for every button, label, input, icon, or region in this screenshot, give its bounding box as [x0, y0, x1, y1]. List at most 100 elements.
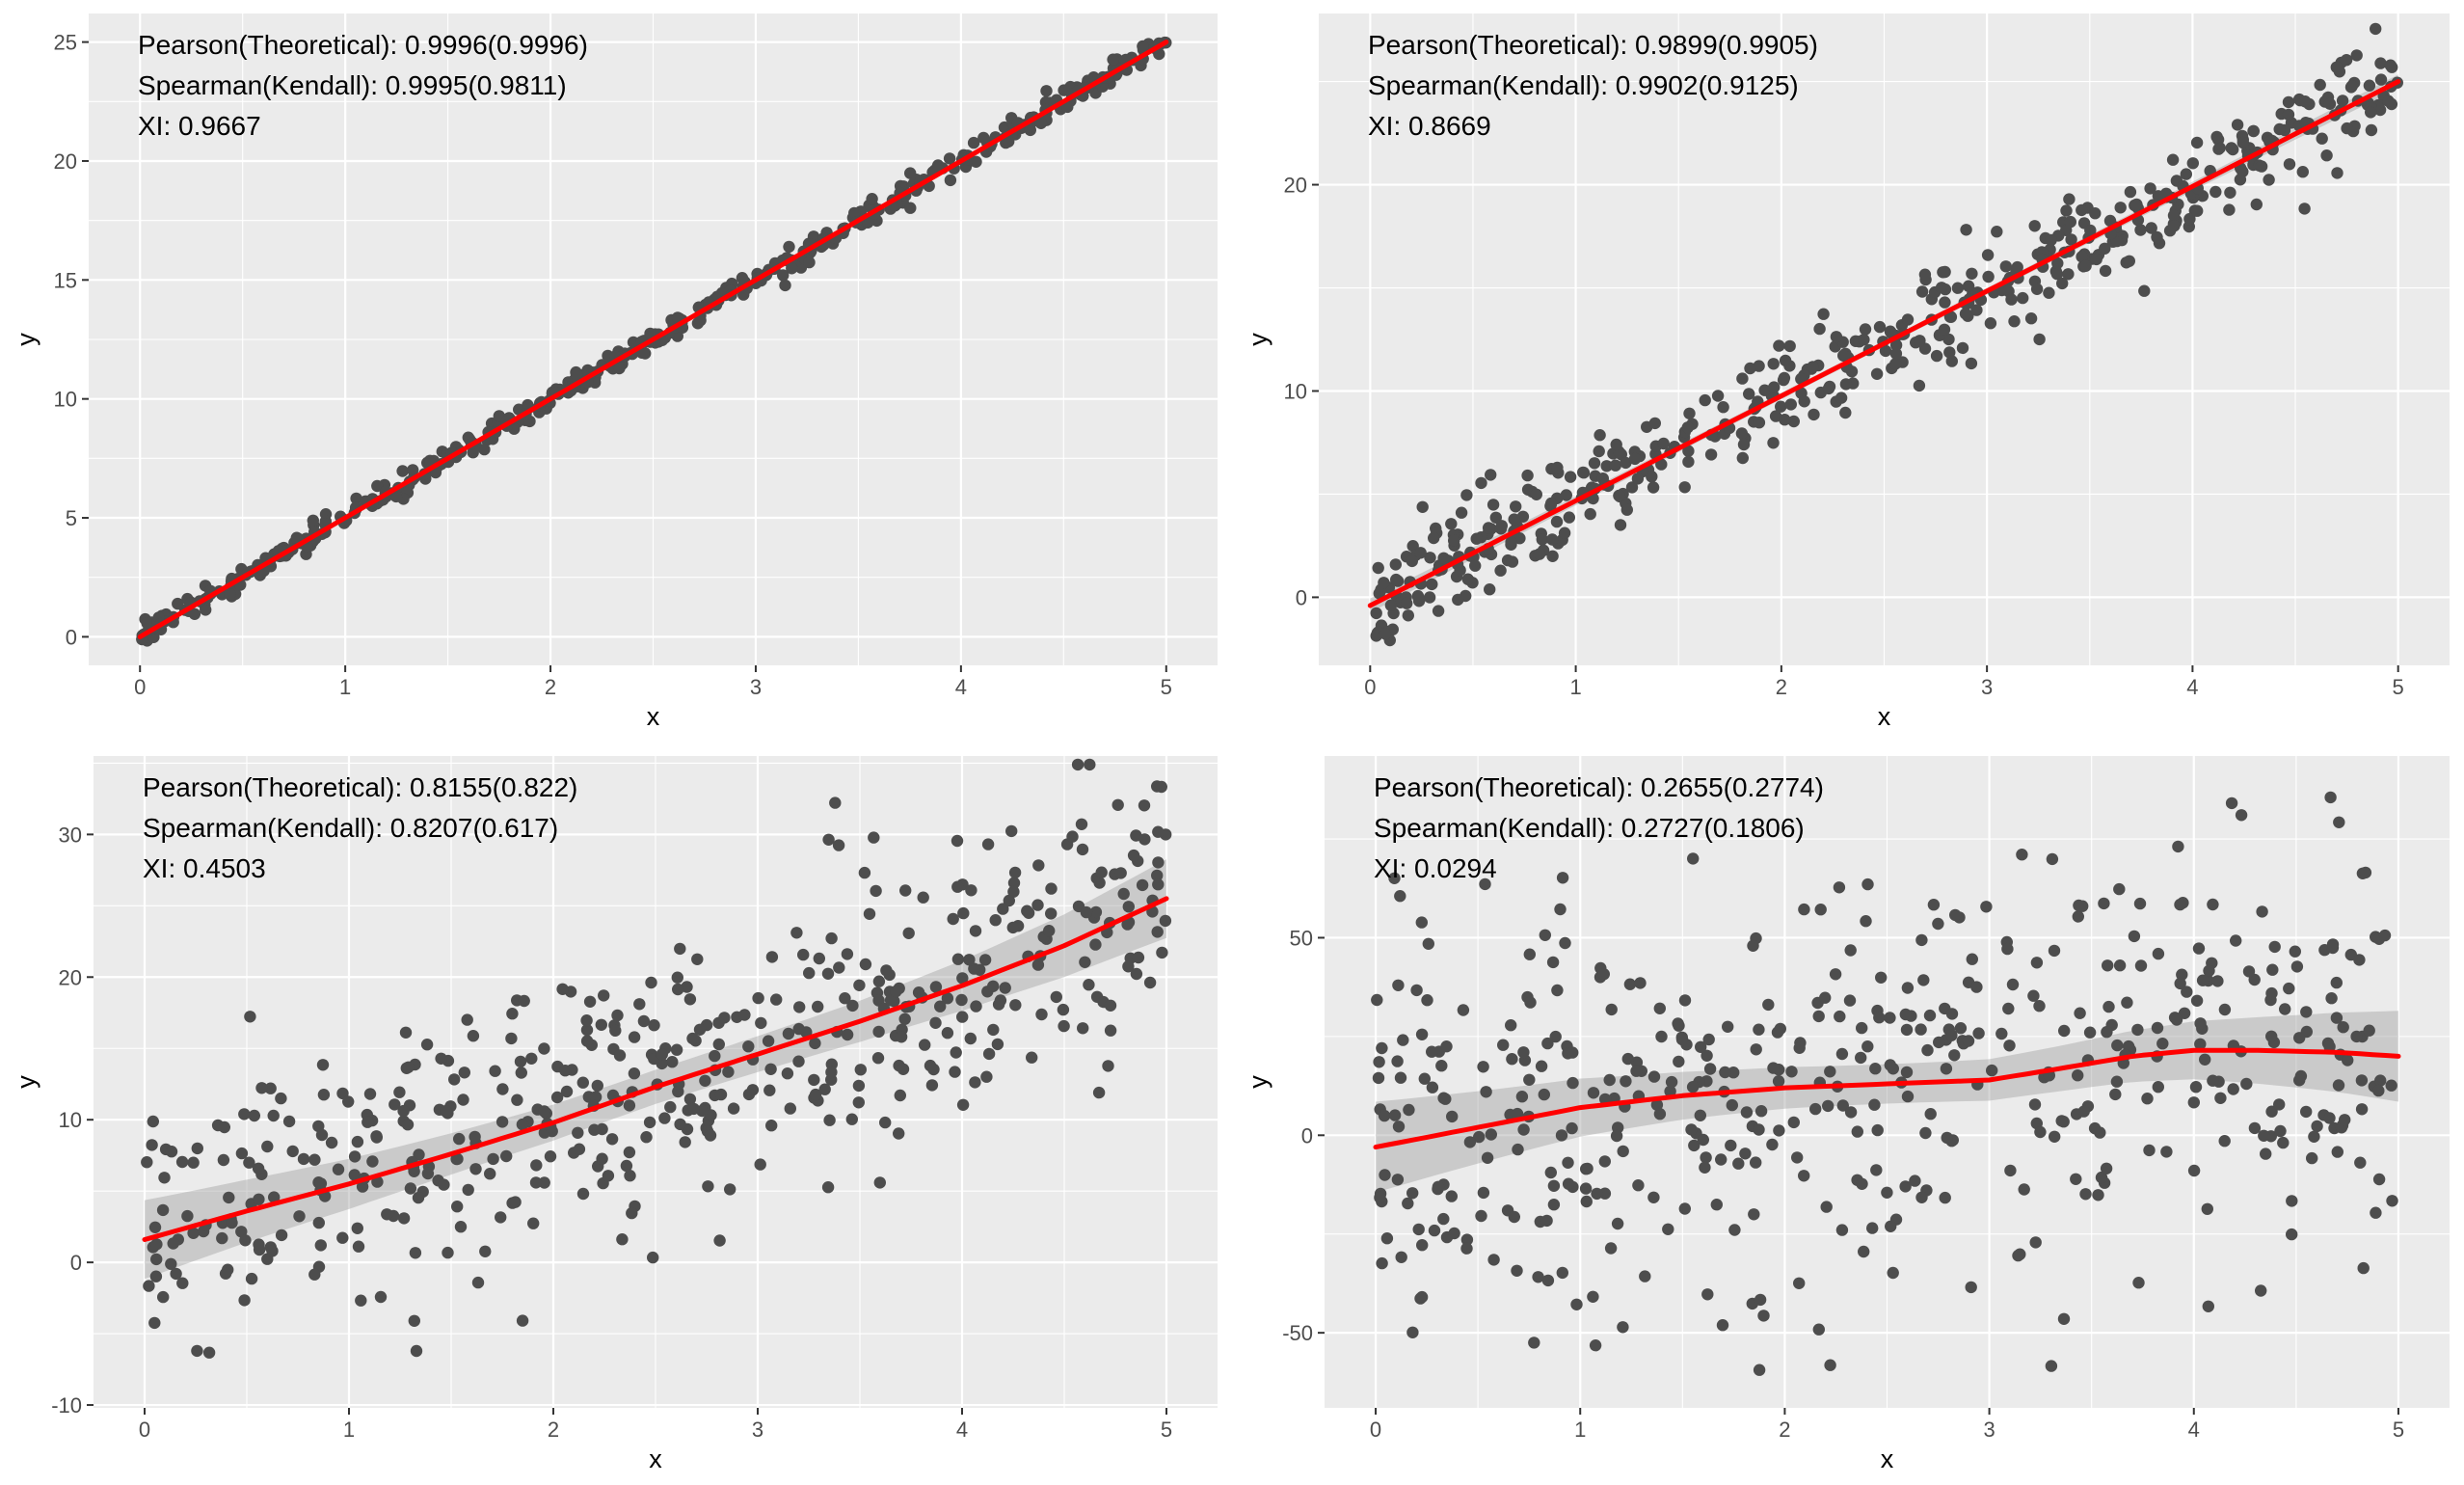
scatter-point: [282, 1115, 296, 1128]
scatter-point: [1719, 1066, 1731, 1079]
scatter-point: [1672, 1017, 1684, 1030]
scatter-point: [823, 1114, 836, 1126]
scatter-point: [148, 1316, 161, 1330]
scatter-point: [550, 1091, 564, 1104]
y-tick-label: 30: [59, 823, 82, 847]
scatter-point: [1494, 564, 1507, 577]
scatter-point: [957, 906, 970, 920]
scatter-point: [544, 1150, 557, 1163]
scatter-point: [275, 1228, 288, 1242]
scatter-point: [572, 1126, 584, 1139]
scatter-point: [469, 1163, 482, 1175]
scatter-point: [2265, 986, 2278, 1000]
scatter-point: [2004, 1164, 2017, 1177]
scatter-point: [1517, 1046, 1530, 1059]
scatter-point: [253, 1193, 265, 1205]
y-axis-title: y: [12, 333, 40, 346]
scatter-point: [809, 1037, 821, 1050]
scatter-point: [1107, 53, 1119, 66]
scatter-point: [714, 1088, 728, 1101]
scatter-point: [244, 1011, 256, 1023]
scatter-point: [342, 1095, 355, 1108]
scatter-point: [401, 1119, 415, 1131]
scatter-point: [1945, 1029, 1958, 1041]
scatter-point: [2323, 97, 2337, 111]
scatter-point: [2012, 1249, 2024, 1262]
scatter-point: [580, 1014, 593, 1027]
scatter-point: [484, 1168, 496, 1180]
scatter-point: [2218, 1135, 2231, 1148]
scatter-point: [863, 907, 876, 920]
scatter-point: [808, 1073, 820, 1087]
scatter-point: [1726, 1098, 1738, 1112]
scatter-point: [1045, 882, 1058, 895]
scatter-point: [1045, 907, 1058, 920]
scatter-point: [1970, 304, 1983, 316]
scatter-point: [1487, 1254, 1500, 1266]
scatter-point: [1710, 1199, 1723, 1211]
scatter-point: [1913, 379, 1926, 392]
scatter-point: [2214, 1092, 2227, 1104]
scatter-point: [1495, 520, 1508, 532]
scatter-point: [829, 796, 842, 809]
scatter-point: [2168, 220, 2181, 232]
scatter-point: [570, 368, 583, 381]
y-tick-label: 5: [66, 506, 77, 530]
scatter-point: [693, 1023, 707, 1036]
scatter-point: [1589, 1339, 1602, 1352]
scatter-point: [764, 1063, 777, 1075]
scatter-point: [2056, 277, 2069, 290]
scatter-point: [2113, 882, 2126, 896]
scatter-point: [934, 1000, 947, 1012]
scatter-point: [381, 1208, 393, 1221]
scatter-point: [2084, 224, 2097, 237]
scatter-point: [1750, 1156, 1762, 1169]
scatter-point: [1819, 991, 1832, 1004]
scatter-point: [538, 1176, 550, 1189]
scatter-point: [150, 1238, 163, 1251]
scatter-point: [363, 1088, 377, 1100]
scatter-point: [1006, 921, 1020, 934]
scatter-point: [2024, 312, 2038, 325]
scatter-point: [1697, 1133, 1709, 1147]
scatter-point: [2323, 1112, 2336, 1124]
scatter-point: [648, 1019, 660, 1032]
scatter-point: [1475, 476, 1487, 490]
scatter-point: [1773, 339, 1785, 352]
scatter-point: [1505, 1019, 1517, 1032]
scatter-point: [156, 1203, 170, 1217]
scatter-point: [1394, 890, 1406, 903]
scatter-point: [1566, 1121, 1578, 1135]
scatter-point: [702, 1180, 714, 1193]
scatter-point: [779, 279, 791, 292]
scatter-point: [1716, 1319, 1729, 1332]
y-tick-label: 50: [1290, 926, 1313, 950]
scatter-point: [1682, 445, 1695, 457]
scatter-point: [2110, 1075, 2124, 1088]
x-tick-label: 5: [1161, 1418, 1172, 1442]
scatter-point: [1758, 384, 1771, 396]
scatter-point: [2225, 796, 2238, 810]
scatter-point: [1873, 320, 1887, 334]
scatter-point: [2190, 136, 2204, 149]
scatter-point: [2030, 283, 2044, 295]
scatter-point: [1655, 458, 1668, 471]
scatter-plot-svg: 0 1 2 3 4 5 -10 0 10 20 30 x y Pearson(Theoretical): …: [12, 756, 1218, 1473]
scatter-point: [2174, 898, 2186, 911]
scatter-point: [2223, 203, 2236, 216]
scatter-point: [598, 989, 610, 1002]
scatter-point: [2308, 1130, 2320, 1143]
scatter-point: [348, 1169, 361, 1181]
scatter-point: [2355, 1103, 2369, 1116]
scatter-point: [852, 1079, 866, 1093]
scatter-point: [1392, 1120, 1406, 1133]
scatter-point: [965, 884, 978, 897]
correlation-annotation: Spearman(Kendall): 0.9995(0.9811): [138, 70, 567, 100]
scatter-point: [2090, 253, 2102, 266]
scatter-point: [1511, 1264, 1523, 1277]
scatter-point: [2194, 1017, 2207, 1030]
scatter-point: [1647, 1070, 1661, 1083]
scatter-point: [1374, 1191, 1386, 1204]
scatter-point: [1938, 323, 1951, 336]
scatter-point: [595, 1018, 607, 1031]
